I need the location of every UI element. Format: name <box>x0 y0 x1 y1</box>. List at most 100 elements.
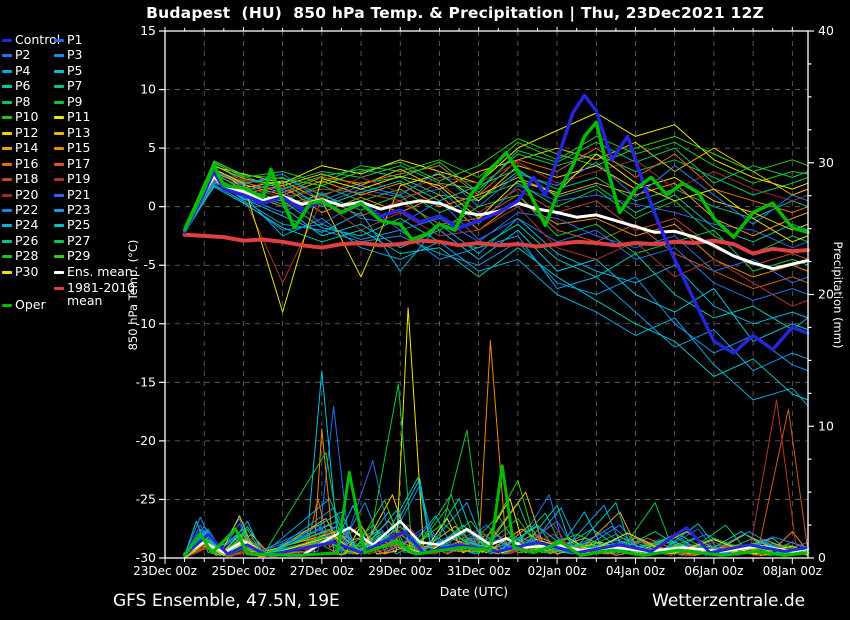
legend-label-P5: P5 <box>67 62 83 78</box>
legend-swatch-P9 <box>54 100 64 104</box>
legend-label-P21: P21 <box>67 186 91 202</box>
legend-label-clim: 1981-2010 mean <box>67 280 136 308</box>
temp-line-P4 <box>184 176 809 407</box>
temp-tick-label: 15 <box>140 23 156 38</box>
legend-label-P3: P3 <box>67 47 83 63</box>
legend-label-P13: P13 <box>67 124 91 140</box>
x-axis-title: Date (UTC) <box>439 584 509 599</box>
temp-line-P23 <box>184 183 809 372</box>
legend-swatch-P22 <box>2 208 12 212</box>
temp-line-P17 <box>184 179 809 290</box>
x-tick-label: 29Dec 00z <box>368 564 432 578</box>
legend-swatch-P19 <box>54 178 64 182</box>
legend-label-P20: P20 <box>15 186 39 202</box>
legend-swatch-oper <box>2 304 12 307</box>
legend-label-P17: P17 <box>67 155 91 171</box>
temp-tick-label: -20 <box>136 433 156 448</box>
legend-label-P26: P26 <box>15 232 39 248</box>
precip-tick-label: 40 <box>818 23 834 38</box>
temp-line-P22 <box>184 161 809 230</box>
temp-line-P19 <box>184 181 809 307</box>
x-tick-label: 08Jan 00z <box>763 564 822 578</box>
legend-label-P2: P2 <box>15 47 31 63</box>
legend-label-P4: P4 <box>15 62 31 78</box>
temp-line-P14 <box>184 172 809 237</box>
legend-swatch-P29 <box>54 255 64 259</box>
legend-swatch-P12 <box>2 131 12 135</box>
legend-label-P12: P12 <box>15 124 39 140</box>
temp-line-ensmean <box>183 174 810 271</box>
footer-site-name: Wetterzentrale.de <box>652 591 806 611</box>
legend-label-P27: P27 <box>67 232 91 248</box>
legend-label-P24: P24 <box>15 217 39 233</box>
precip-line-P24 <box>184 510 809 556</box>
legend-swatch-P18 <box>2 178 12 182</box>
legend-label-P10: P10 <box>15 109 39 125</box>
precip-line-P15 <box>184 340 809 559</box>
legend-swatch-P26 <box>2 239 12 243</box>
precip-tick-label: 0 <box>818 550 826 565</box>
legend-label-control: Control <box>15 32 61 47</box>
legend-swatch-P6 <box>2 85 12 89</box>
x-tick-label: 31Dec 00z <box>447 564 511 578</box>
precip-tick-label: 30 <box>818 155 834 170</box>
x-tick-label: 23Dec 00z <box>133 564 197 578</box>
temp-tick-label: 10 <box>140 82 156 97</box>
temp-line-P30 <box>184 153 809 313</box>
legend-label-P23: P23 <box>67 201 91 217</box>
legend-swatch-P24 <box>2 224 12 228</box>
legend-swatch-P13 <box>54 131 64 135</box>
plot-border <box>164 30 809 559</box>
legend-swatch-P17 <box>54 162 64 166</box>
legend-label-P30: P30 <box>15 263 39 279</box>
legend-swatch-P16 <box>2 162 12 166</box>
temp-tick-label: -25 <box>136 491 156 506</box>
legend-swatch-P20 <box>2 193 12 197</box>
legend-swatch-P28 <box>2 255 12 259</box>
legend-label-P6: P6 <box>15 78 31 94</box>
legend-label-P7: P7 <box>67 78 83 94</box>
x-tick-label: 06Jan 00z <box>684 564 743 578</box>
precip-line-P5 <box>184 370 809 556</box>
legend-swatch-P11 <box>54 116 64 120</box>
legend-swatch-P30 <box>2 270 12 274</box>
legend-label-ensmean: Ens. mean <box>67 263 133 279</box>
temp-line-P25 <box>184 186 809 401</box>
legend-swatch-P4 <box>2 69 12 73</box>
temp-line-P21 <box>184 178 809 284</box>
legend-label-P11: P11 <box>67 109 91 125</box>
legend-swatch-clim <box>54 287 64 290</box>
legend-label-P1: P1 <box>67 32 83 47</box>
legend-label-P25: P25 <box>67 217 91 233</box>
x-tick-label: 25Dec 00z <box>211 564 275 578</box>
precip-tick-label: 10 <box>818 418 834 433</box>
legend-swatch-P27 <box>54 239 64 243</box>
temp-line-P29 <box>184 135 809 230</box>
temp-line-P2 <box>184 180 809 301</box>
legend-swatch-P3 <box>54 54 64 58</box>
legend-swatch-P15 <box>54 147 64 151</box>
temp-tick-label: -15 <box>136 374 156 389</box>
temp-axis-title: 850 hPa Temp. (°C) <box>126 239 140 351</box>
legend-label-P22: P22 <box>15 201 39 217</box>
temp-tick-label: 0 <box>148 199 156 214</box>
legend-label-P28: P28 <box>15 248 39 264</box>
legend-label-P19: P19 <box>67 171 91 187</box>
legend-swatch-ensmean <box>54 270 64 274</box>
precip-tick-label: 20 <box>818 287 834 302</box>
temp-line-P28 <box>184 176 809 272</box>
legend-swatch-P2 <box>2 54 12 58</box>
legend-label-P8: P8 <box>15 93 31 109</box>
legend-swatch-P25 <box>54 224 64 228</box>
legend-swatch-P1 <box>54 39 64 42</box>
page-title: Budapest (HU) 850 hPa Temp. & Precipitat… <box>146 4 764 22</box>
x-tick-label: 04Jan 00z <box>606 564 665 578</box>
x-tick-label: 02Jan 00z <box>527 564 586 578</box>
legend-label-P14: P14 <box>15 140 39 156</box>
legend-label-oper: Oper <box>15 297 46 312</box>
legend: Control P2 P4 P6 P8 P10 P12 P14 P16 P18 P20 P22 P24 P… <box>2 0 135 330</box>
precip-axis-title: Precipitation (mm) <box>831 241 845 349</box>
temp-line-P24 <box>184 180 809 325</box>
